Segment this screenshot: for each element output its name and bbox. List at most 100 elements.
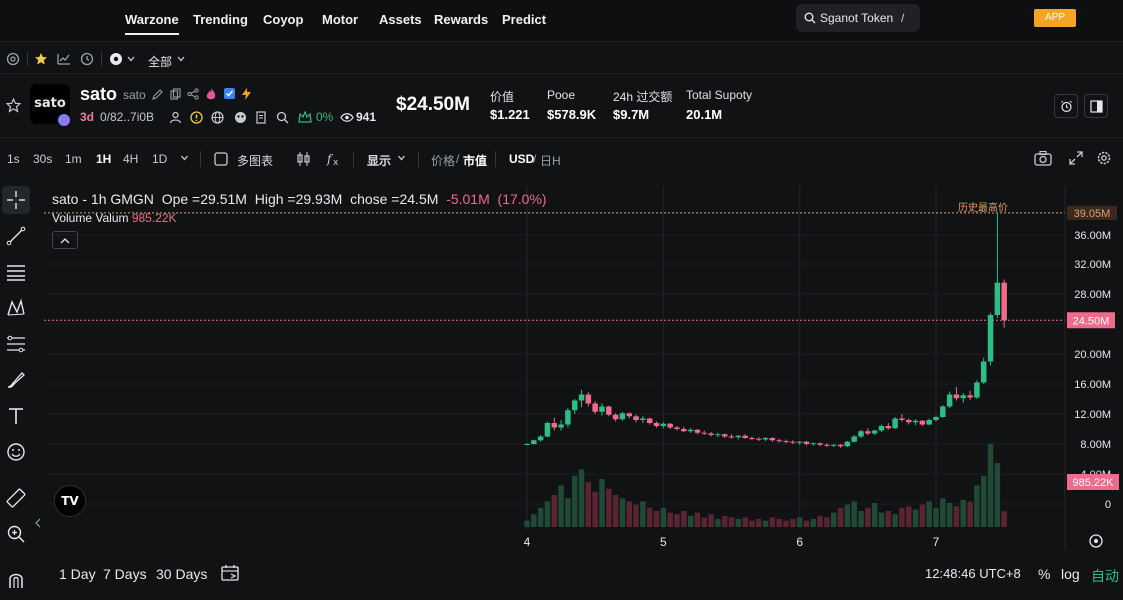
percent-toggle[interactable]: % (1038, 566, 1051, 582)
chevron-down-icon[interactable] (180, 155, 189, 161)
timeframe-1m[interactable]: 1m (65, 152, 82, 166)
volume-bar (578, 469, 585, 527)
alarm-button[interactable] (1054, 94, 1078, 118)
camera-icon[interactable] (1034, 150, 1052, 166)
checkbox-icon[interactable] (214, 152, 228, 166)
volume-bar (831, 512, 837, 527)
nav-rewards[interactable]: Rewards (434, 12, 489, 27)
community-icon[interactable] (234, 111, 247, 124)
token-address[interactable]: 0/82..7i0B (100, 110, 155, 124)
quote-toggle[interactable]: 日H (540, 154, 561, 168)
fullscreen-icon[interactable] (1068, 150, 1084, 166)
collapse-toolbar-icon[interactable] (35, 518, 41, 528)
crosshair-icon[interactable] (6, 190, 26, 210)
auto-scale-toggle[interactable]: 自动 (1091, 568, 1119, 584)
history-icon[interactable] (80, 52, 94, 66)
filter-all[interactable]: 全部 (148, 55, 173, 69)
volume-bar (701, 517, 707, 527)
stat-supply-label: Total Supoty (686, 88, 753, 102)
mcap-toggle[interactable]: 市值 (463, 154, 488, 168)
nav-copy[interactable]: Coyop (263, 12, 304, 27)
y-axis-tick-label: 8.00M (1080, 439, 1111, 451)
volume-bar (967, 501, 973, 527)
text-tool-icon[interactable] (6, 406, 26, 426)
star-icon[interactable] (34, 52, 48, 66)
range-1-day[interactable]: 1 Day (59, 566, 96, 582)
candle-body (933, 417, 939, 420)
y-axis-tick-label: 12.00M (1074, 409, 1111, 421)
legend-change-pct: (17.0%) (497, 191, 547, 207)
search-box[interactable]: Sganot Token / (796, 4, 920, 32)
favorite-star-icon[interactable] (6, 98, 21, 113)
divider (495, 151, 496, 167)
candle-style-icon[interactable] (296, 151, 312, 167)
website-globe-icon[interactable] (211, 111, 224, 124)
layout-toggle-button[interactable] (1084, 94, 1108, 118)
candle-body (626, 413, 632, 417)
nav-monitor[interactable]: Motor (322, 12, 359, 27)
nav-trending[interactable]: Trending (193, 12, 248, 27)
volume-bar (892, 514, 898, 527)
top10-percent: 0% (316, 110, 334, 124)
share-icon[interactable] (187, 88, 199, 100)
token-header: sato sato sato 3d 0/82..7i0B 0% 941 $24.… (0, 74, 1123, 138)
log-toggle[interactable]: log (1061, 566, 1080, 582)
nav-predict[interactable]: Predict (502, 12, 547, 27)
ath-price-tag (1067, 205, 1117, 220)
magnet-icon[interactable] (6, 570, 26, 590)
nav-assets[interactable]: Assets (379, 12, 422, 27)
timeframe-1d[interactable]: 1D (152, 152, 168, 166)
range-7-days[interactable]: 7 Days (103, 566, 147, 582)
multi-chart-label[interactable]: 多图表 (237, 154, 274, 168)
usd-toggle[interactable]: USD (509, 152, 535, 166)
search-token-icon[interactable] (276, 111, 289, 124)
chevron-down-icon[interactable] (177, 56, 185, 62)
volume-bar (926, 501, 932, 527)
brush-icon[interactable] (6, 370, 26, 390)
candle-body (953, 394, 960, 399)
app-download-button[interactable]: APP (1034, 9, 1076, 27)
date-range-icon[interactable] (221, 564, 241, 582)
edit-icon[interactable] (152, 88, 163, 100)
trend-chart-icon[interactable] (57, 52, 71, 66)
ruler-icon[interactable] (6, 488, 26, 508)
volume-bar (708, 514, 714, 527)
stat-pool-value: $578.9K (547, 107, 597, 122)
chevron-down-icon[interactable] (397, 155, 406, 161)
copy-icon[interactable] (170, 88, 181, 100)
candle-body (905, 420, 912, 423)
emoji-icon[interactable] (6, 442, 26, 462)
candle-body (824, 444, 830, 446)
price-toggle[interactable]: 价格 (431, 154, 456, 168)
legend-collapse-button[interactable] (52, 231, 78, 249)
timeframe-4h[interactable]: 4H (123, 152, 139, 166)
chart-settings-gear-icon[interactable] (1096, 150, 1112, 166)
tradingview-logo[interactable]: TV (54, 485, 86, 517)
horizontal-lines-icon[interactable] (6, 262, 26, 282)
zoom-in-icon[interactable] (6, 524, 26, 544)
pattern-tool-icon[interactable] (6, 298, 26, 318)
candle-body (837, 444, 844, 447)
nav-warzone[interactable]: Warzone (125, 12, 179, 35)
candle-body (817, 443, 823, 445)
volume-bar (987, 443, 994, 527)
timeframe-1h[interactable]: 1H (96, 152, 112, 166)
display-menu[interactable]: 显示 (367, 154, 392, 168)
volume-bar (960, 499, 967, 527)
trend-line-icon[interactable] (6, 226, 26, 246)
settings-icon[interactable] (6, 52, 20, 66)
volume-bar (940, 498, 946, 527)
clock-time[interactable]: 12:48:46 UTC+8 (925, 566, 1021, 581)
chevron-down-icon[interactable] (127, 56, 135, 62)
fib-tool-icon[interactable] (6, 334, 26, 354)
timeframe-30s[interactable]: 30s (33, 152, 53, 166)
chain-icon[interactable] (109, 52, 123, 66)
range-30-days[interactable]: 30 Days (156, 566, 208, 582)
volume-bar (537, 507, 544, 527)
x-axis-tick-label: 6 (796, 535, 803, 549)
document-icon[interactable] (255, 111, 268, 124)
timeframe-1s[interactable]: 1s (7, 152, 20, 166)
